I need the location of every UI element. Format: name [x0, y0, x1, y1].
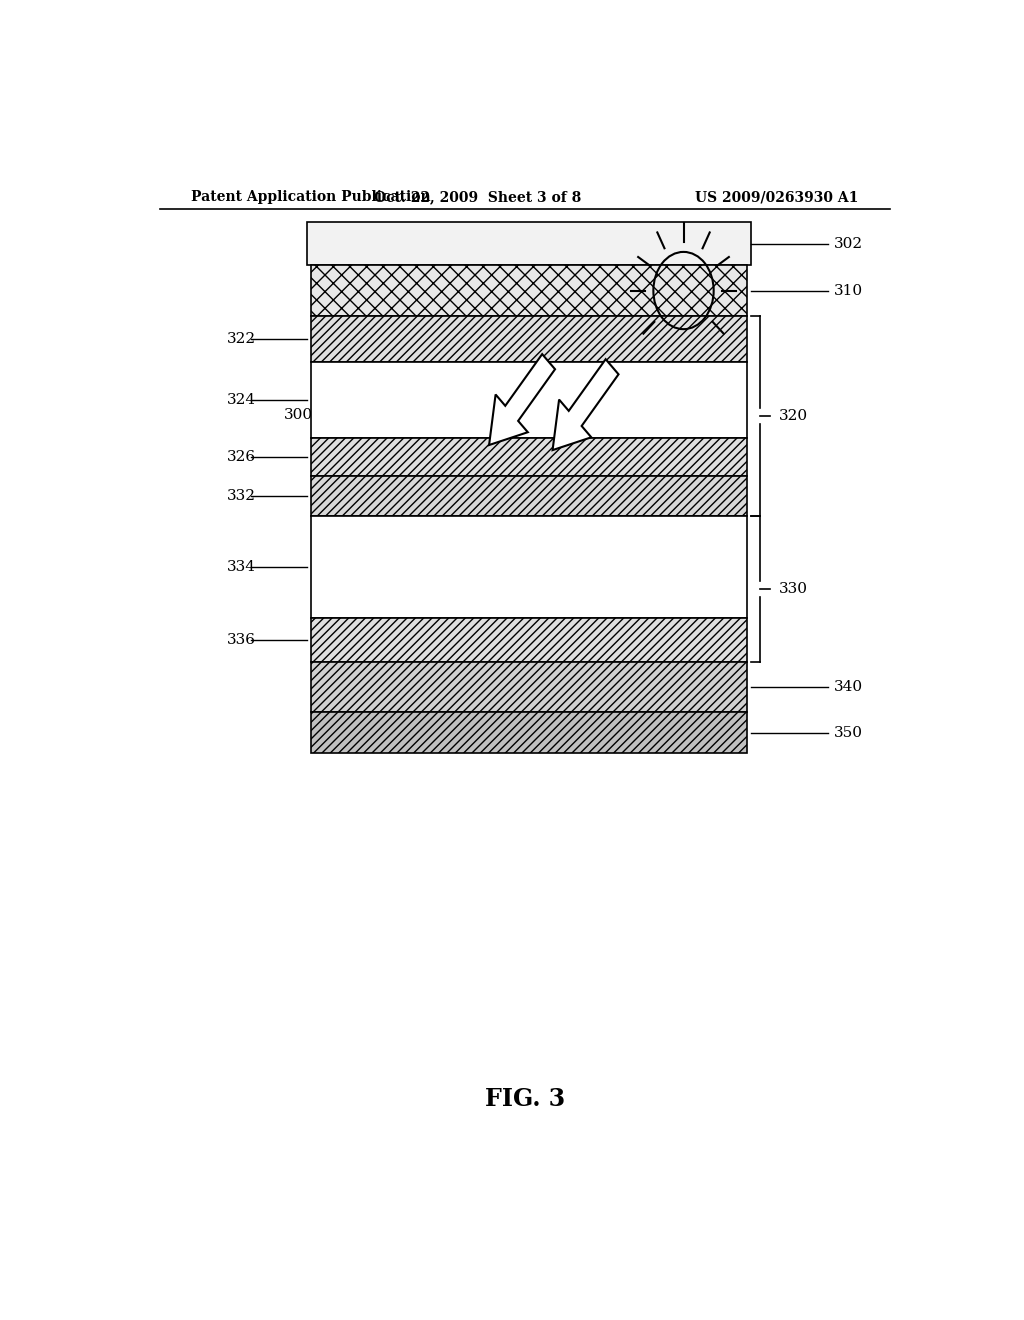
- Text: 300: 300: [284, 408, 313, 421]
- Bar: [310, 516, 748, 618]
- Bar: [310, 362, 748, 438]
- FancyArrow shape: [553, 359, 618, 450]
- Bar: [310, 618, 748, 661]
- Text: 310: 310: [835, 284, 863, 297]
- Text: FIG. 3: FIG. 3: [484, 1086, 565, 1110]
- Bar: [310, 315, 748, 362]
- Text: Patent Application Publication: Patent Application Publication: [191, 190, 431, 205]
- Text: 334: 334: [227, 560, 256, 574]
- Bar: [310, 475, 748, 516]
- Text: 320: 320: [779, 409, 808, 422]
- Text: Oct. 22, 2009  Sheet 3 of 8: Oct. 22, 2009 Sheet 3 of 8: [374, 190, 581, 205]
- Text: US 2009/0263930 A1: US 2009/0263930 A1: [694, 190, 858, 205]
- Bar: [310, 438, 748, 475]
- Text: 332: 332: [227, 488, 256, 503]
- Bar: [310, 265, 748, 315]
- Bar: [306, 223, 751, 265]
- Bar: [310, 713, 748, 752]
- Text: 326: 326: [227, 450, 256, 463]
- Text: 350: 350: [835, 726, 863, 739]
- Bar: [310, 661, 748, 713]
- Text: 322: 322: [227, 331, 256, 346]
- Text: 340: 340: [835, 680, 863, 694]
- Text: 336: 336: [227, 632, 256, 647]
- Text: 330: 330: [779, 582, 808, 595]
- FancyArrow shape: [489, 354, 555, 445]
- Text: 302: 302: [835, 236, 863, 251]
- Text: 324: 324: [227, 393, 256, 407]
